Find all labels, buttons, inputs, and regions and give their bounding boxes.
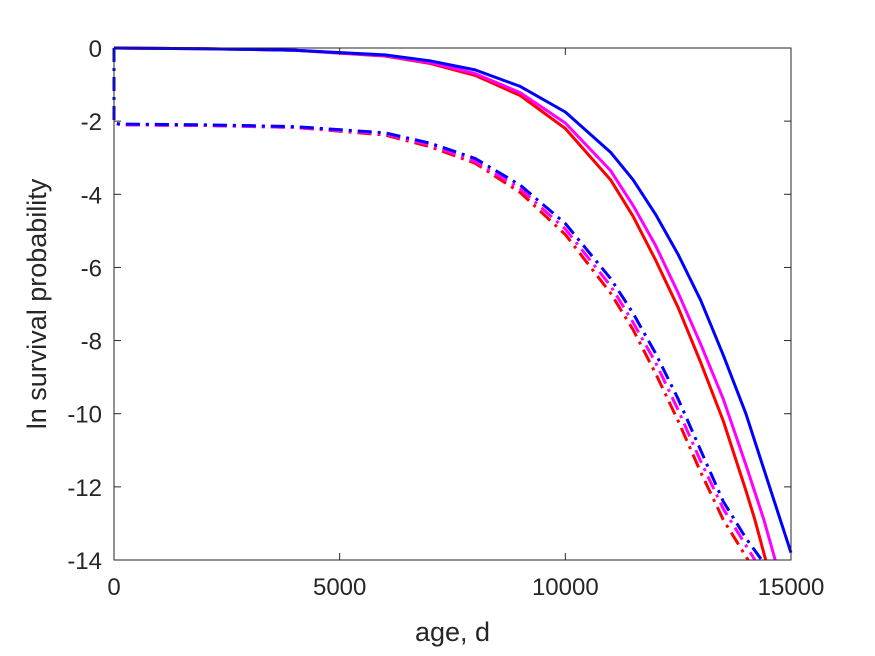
- y-tick-label: -4: [81, 182, 102, 209]
- y-tick-label: -14: [67, 548, 102, 575]
- series-line-6: [112, 48, 763, 561]
- x-tick-label: 15000: [758, 574, 825, 601]
- x-tick-label: 0: [107, 574, 120, 601]
- x-axis-label: age, d: [415, 617, 490, 647]
- x-tick-label: 10000: [532, 574, 599, 601]
- plot-frame: [113, 47, 792, 561]
- plot-background: [114, 48, 791, 560]
- series-layer: [112, 46, 793, 561]
- series-line-3: [113, 46, 793, 554]
- ticks-layer: 0 5000 10000 15000 0 -2 -4 -6 -8 -10 -12 -14: [67, 36, 824, 601]
- y-tick-label: -6: [81, 255, 102, 282]
- y-axis-label: ln survival probability: [22, 178, 52, 429]
- y-tick-label: -8: [81, 329, 102, 356]
- x-tick-label: 5000: [313, 574, 366, 601]
- y-tick-label: -12: [67, 475, 102, 502]
- y-tick-label: -10: [67, 402, 102, 429]
- y-tick-label: -2: [81, 109, 102, 136]
- y-tick-label: 0: [89, 36, 102, 63]
